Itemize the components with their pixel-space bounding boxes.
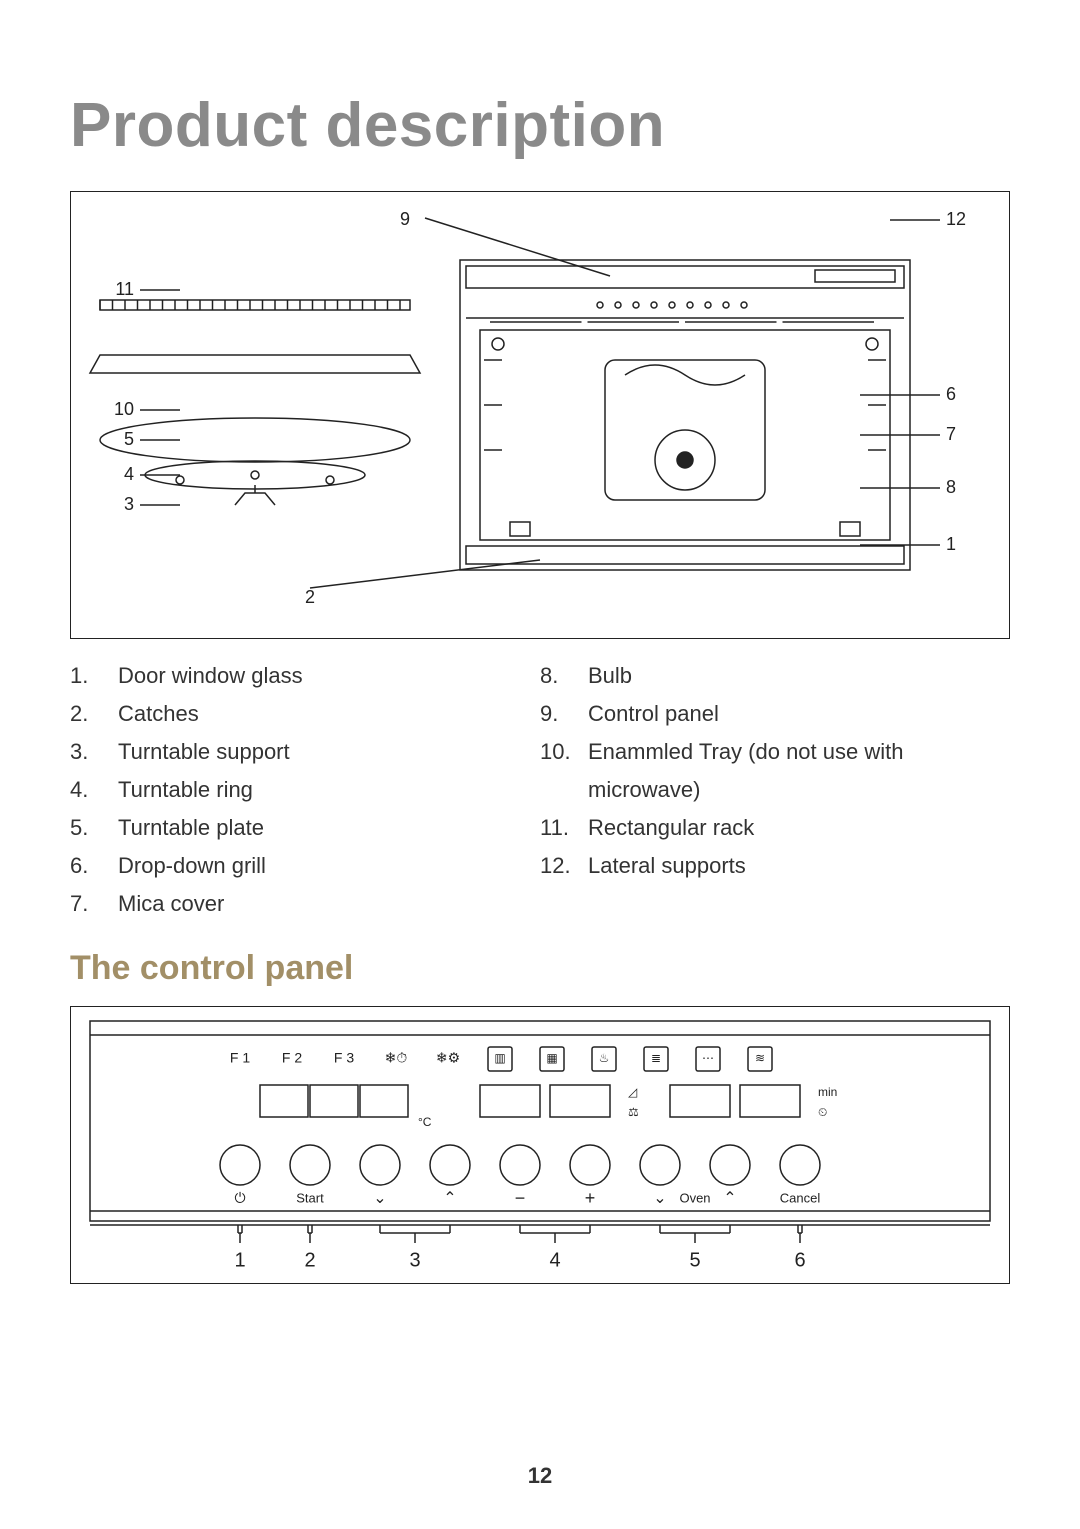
svg-text:6: 6	[794, 1249, 805, 1271]
svg-text:min: min	[818, 1085, 837, 1099]
svg-text:⏻: ⏻	[234, 1190, 245, 1206]
svg-text:▦: ▦	[546, 1051, 557, 1065]
parts-item: 8.Bulb	[540, 657, 1010, 695]
svg-text:F 3: F 3	[334, 1050, 354, 1066]
svg-text:⌃: ⌃	[443, 1190, 456, 1207]
parts-item: 2.Catches	[70, 695, 540, 733]
svg-text:5: 5	[124, 429, 134, 449]
svg-text:3: 3	[409, 1249, 420, 1271]
page-number: 12	[0, 1463, 1080, 1489]
product-diagram: 911105431267812	[80, 200, 1000, 630]
parts-list: 1.Door window glass2.Catches3.Turntable …	[70, 657, 1010, 923]
control-panel-diagram: F 1 F 2 F 3 ❄⏱ ❄⚙ ▥ ▦ ♨ ≣ ⋯ ≋ °C ◿ ⚖ min ⏲ ⏻ Start ⌄ ⌃ − + ⌄ Ov…	[80, 1015, 1000, 1275]
svg-text:≋: ≋	[755, 1051, 765, 1065]
parts-item: 11.Rectangular rack	[540, 809, 1010, 847]
svg-text:⋯: ⋯	[702, 1051, 714, 1065]
svg-text:7: 7	[946, 424, 956, 444]
svg-text:−: −	[515, 1188, 526, 1208]
parts-item: 3.Turntable support	[70, 733, 540, 771]
parts-item: 4.Turntable ring	[70, 771, 540, 809]
svg-text:❄⚙: ❄⚙	[436, 1050, 460, 1066]
svg-text:1: 1	[946, 534, 956, 554]
svg-text:+: +	[585, 1188, 596, 1208]
svg-text:12: 12	[946, 209, 966, 229]
parts-item: 12.Lateral supports	[540, 847, 1010, 885]
svg-text:°C: °C	[418, 1115, 432, 1129]
svg-text:Start: Start	[296, 1190, 324, 1205]
svg-text:2: 2	[304, 1249, 315, 1271]
svg-text:8: 8	[946, 477, 956, 497]
parts-item: 10.Enammled Tray (do not use with microw…	[540, 733, 1010, 809]
parts-item: 5.Turntable plate	[70, 809, 540, 847]
parts-item: 6.Drop-down grill	[70, 847, 540, 885]
svg-text:◿: ◿	[628, 1085, 638, 1099]
control-panel-figure: F 1 F 2 F 3 ❄⏱ ❄⚙ ▥ ▦ ♨ ≣ ⋯ ≋ °C ◿ ⚖ min ⏲ ⏻ Start ⌄ ⌃ − + ⌄ Ov…	[70, 1006, 1010, 1284]
svg-text:1: 1	[234, 1249, 245, 1271]
product-diagram-figure: 911105431267812	[70, 191, 1010, 639]
page-title: Product description	[70, 90, 1010, 161]
parts-item: 1.Door window glass	[70, 657, 540, 695]
parts-item: 7.Mica cover	[70, 885, 540, 923]
svg-text:F 2: F 2	[282, 1050, 302, 1066]
svg-text:Oven: Oven	[679, 1190, 710, 1205]
svg-text:3: 3	[124, 494, 134, 514]
svg-text:Cancel: Cancel	[780, 1190, 821, 1205]
svg-text:♨: ♨	[599, 1051, 610, 1065]
svg-text:⌃: ⌃	[723, 1190, 736, 1207]
parts-item: 9.Control panel	[540, 695, 1010, 733]
svg-text:⚖: ⚖	[628, 1105, 639, 1119]
svg-text:6: 6	[946, 384, 956, 404]
svg-text:▥: ▥	[494, 1051, 505, 1065]
svg-text:5: 5	[689, 1249, 700, 1271]
svg-text:10: 10	[114, 399, 134, 419]
svg-text:⌄: ⌄	[373, 1190, 386, 1207]
section-control-panel: The control panel	[70, 949, 1010, 988]
svg-text:⌄: ⌄	[653, 1190, 666, 1207]
svg-text:9: 9	[400, 209, 410, 229]
svg-text:11: 11	[115, 279, 134, 299]
svg-text:≣: ≣	[651, 1051, 661, 1065]
svg-text:2: 2	[305, 587, 315, 607]
svg-text:F 1: F 1	[230, 1050, 250, 1066]
svg-text:⏲: ⏲	[818, 1105, 827, 1119]
svg-text:4: 4	[549, 1249, 560, 1271]
svg-text:❄⏱: ❄⏱	[385, 1050, 408, 1066]
svg-text:4: 4	[124, 464, 134, 484]
